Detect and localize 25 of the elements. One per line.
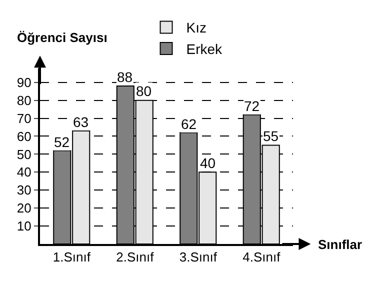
y-tick-label: 60 xyxy=(16,128,32,144)
x-tick-label: 2.Sınıf xyxy=(116,250,154,265)
data-label: 80 xyxy=(136,83,152,99)
y-tick-label: 10 xyxy=(16,218,32,234)
data-label: 88 xyxy=(117,69,133,85)
y-axis-title: Öğrenci Sayısı xyxy=(17,30,108,45)
data-label: 55 xyxy=(263,128,279,144)
x-tick-label: 4.Sınıf xyxy=(242,250,281,265)
y-tick-label: 20 xyxy=(16,200,32,216)
y-tick-label: 70 xyxy=(16,110,32,126)
data-label: 62 xyxy=(181,116,197,132)
x-tick-label: 1.Sınıf xyxy=(52,250,91,265)
data-label: 52 xyxy=(54,134,70,150)
x-axis-title: Sınıflar xyxy=(318,237,362,252)
data-label: 40 xyxy=(200,155,216,171)
y-tick-label: 40 xyxy=(16,164,32,180)
data-label: 72 xyxy=(244,98,260,114)
y-tick-label: 80 xyxy=(16,92,32,108)
legend-label: Erkek xyxy=(186,40,224,57)
y-tick-label: 50 xyxy=(16,146,32,162)
legend-label: Kız xyxy=(186,20,206,36)
y-tick-label: 90 xyxy=(16,74,32,90)
data-label: 63 xyxy=(73,114,89,130)
y-tick-label: 30 xyxy=(16,182,32,198)
x-tick-label: 3.Sınıf xyxy=(179,250,218,265)
